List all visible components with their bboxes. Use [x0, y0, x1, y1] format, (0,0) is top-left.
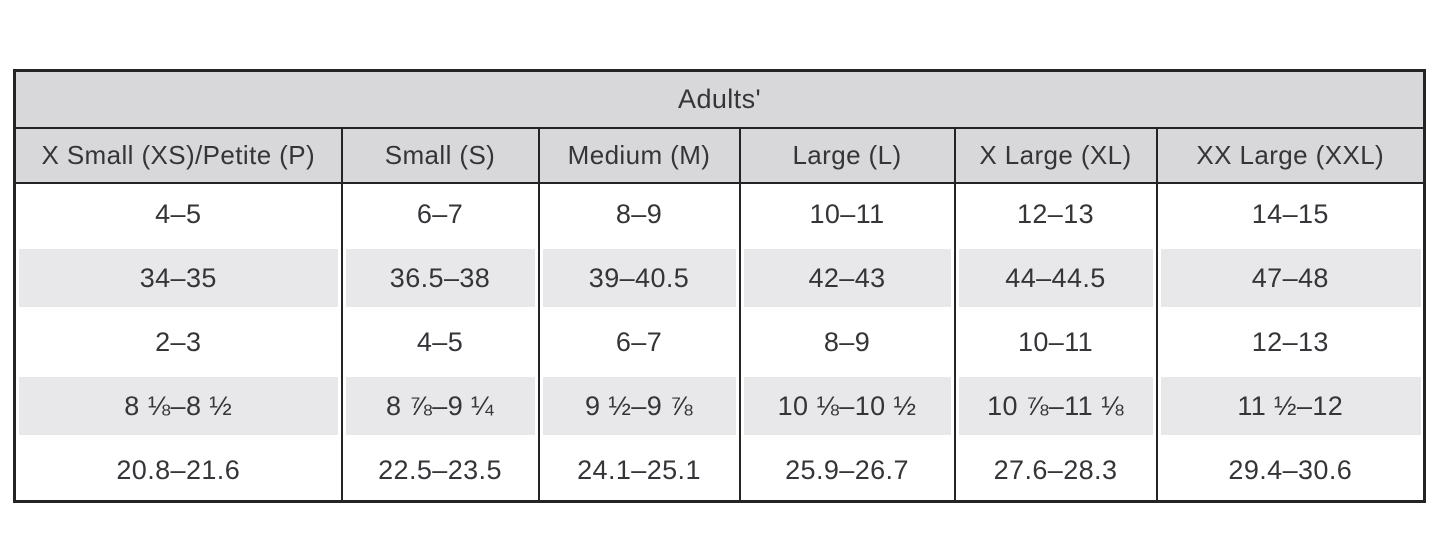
table-cell: 4–5	[13, 183, 343, 244]
table-cell: 14–15	[1155, 183, 1426, 244]
table-cell: 27.6–28.3	[953, 440, 1158, 502]
table-cell: 29.4–30.6	[1155, 440, 1426, 502]
table-cell: 6–7	[340, 183, 540, 244]
table-cell: 10 ⅛–10 ½	[738, 372, 956, 440]
table-row: 8 ⅛–8 ½ 8 ⅞–9 ¼ 9 ½–9 ⅞ 10 ⅛–10 ½ 10 ⅞–1…	[13, 372, 1426, 440]
table-cell: 34–35	[13, 244, 343, 312]
table-cell: 12–13	[1155, 312, 1426, 372]
table-cell: 9 ½–9 ⅞	[537, 372, 741, 440]
table-cell: 4–5	[340, 312, 540, 372]
column-header-large: Large (L)	[738, 128, 956, 184]
size-chart-table: Adults' X Small (XS)/Petite (P) Small (S…	[13, 69, 1427, 503]
table-cell: 39–40.5	[537, 244, 741, 312]
table-cell: 25.9–26.7	[738, 440, 956, 502]
table-cell: 11 ½–12	[1155, 372, 1426, 440]
column-header-xlarge: X Large (XL)	[953, 128, 1158, 184]
column-header-xsmall-petite: X Small (XS)/Petite (P)	[13, 128, 343, 184]
table-cell: 44–44.5	[953, 244, 1158, 312]
table-cell: 2–3	[13, 312, 343, 372]
table-cell: 8 ⅞–9 ¼	[340, 372, 540, 440]
table-cell: 6–7	[537, 312, 741, 372]
table-cell: 36.5–38	[340, 244, 540, 312]
table-cell: 22.5–23.5	[340, 440, 540, 502]
table-row: 20.8–21.6 22.5–23.5 24.1–25.1 25.9–26.7 …	[13, 440, 1426, 502]
table-cell: 20.8–21.6	[13, 440, 343, 502]
table-cell: 10–11	[738, 183, 956, 244]
table-header-row: X Small (XS)/Petite (P) Small (S) Medium…	[13, 128, 1426, 184]
table-row: 34–35 36.5–38 39–40.5 42–43 44–44.5 47–4…	[13, 244, 1426, 312]
table-row: 2–3 4–5 6–7 8–9 10–11 12–13	[13, 312, 1426, 372]
column-header-medium: Medium (M)	[537, 128, 741, 184]
column-header-small: Small (S)	[340, 128, 540, 184]
table-title-row: Adults'	[13, 70, 1426, 129]
table-cell: 8–9	[537, 183, 741, 244]
table-cell: 42–43	[738, 244, 956, 312]
column-header-xxlarge: XX Large (XXL)	[1155, 128, 1426, 184]
table-cell: 12–13	[953, 183, 1158, 244]
table-cell: 8–9	[738, 312, 956, 372]
table-title: Adults'	[13, 70, 1426, 129]
table-cell: 10 ⅞–11 ⅛	[953, 372, 1158, 440]
table-row: 4–5 6–7 8–9 10–11 12–13 14–15	[13, 183, 1426, 244]
table-cell: 47–48	[1155, 244, 1426, 312]
table-cell: 24.1–25.1	[537, 440, 741, 502]
table-cell: 10–11	[953, 312, 1158, 372]
table-cell: 8 ⅛–8 ½	[13, 372, 343, 440]
